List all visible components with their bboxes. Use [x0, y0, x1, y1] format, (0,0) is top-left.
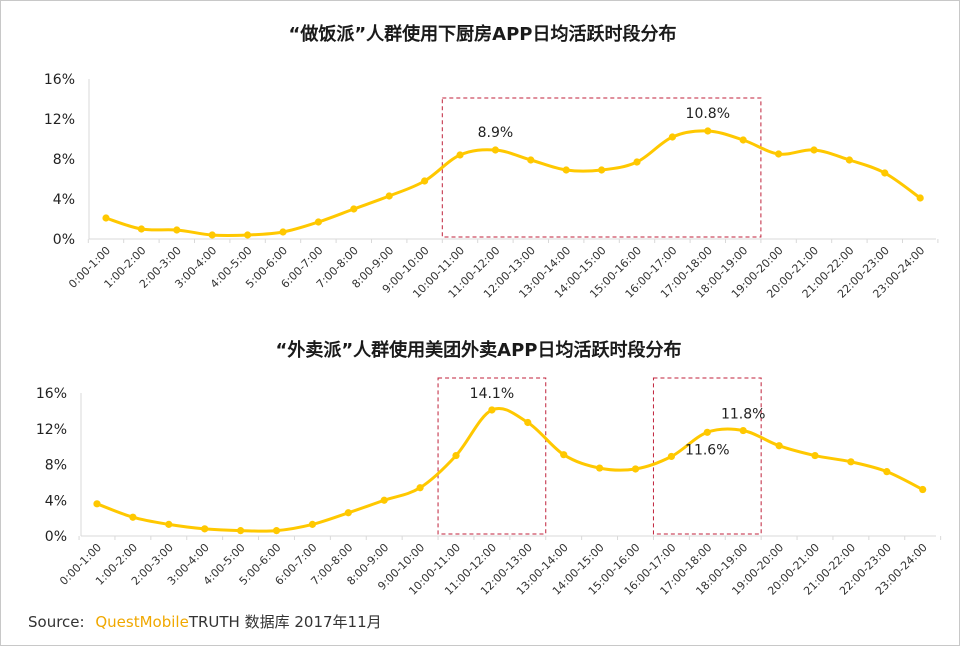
chart-title: “外卖派”人群使用美团外卖APP日均活跃时段分布: [276, 339, 682, 361]
data-point: [488, 406, 496, 414]
source-brand: QuestMobile: [95, 613, 189, 631]
data-point: [596, 464, 604, 472]
source-label: Source:: [28, 613, 85, 631]
data-point: [845, 156, 854, 164]
data-point: [421, 177, 429, 185]
data-point: [919, 485, 927, 494]
y-tick-label: 12%: [36, 422, 67, 438]
data-point: [279, 228, 287, 236]
highlight-box: [652, 377, 762, 535]
data-point: [129, 513, 137, 521]
data-point: [102, 214, 110, 222]
data-point: [739, 136, 747, 144]
source-note: Source: QuestMobileTRUTH 数据库 2017年11月: [28, 611, 382, 632]
data-label: 10.8%: [686, 106, 730, 122]
data-point: [416, 484, 424, 492]
data-point: [350, 205, 358, 213]
data-point: [314, 218, 322, 226]
data-point: [344, 509, 352, 517]
data-point: [562, 166, 570, 174]
data-point: [491, 146, 499, 154]
data-point: [560, 451, 568, 459]
source-database: TRUTH 数据库 2017年11月: [188, 613, 382, 631]
data-point: [173, 226, 181, 234]
data-point: [452, 451, 460, 460]
highlight-box: [441, 97, 762, 238]
chart-title: “做饭派”人群使用下厨房APP日均活跃时段分布: [289, 23, 677, 45]
data-point: [704, 127, 712, 135]
data-point: [237, 527, 245, 535]
data-point: [527, 156, 535, 164]
data-point: [633, 158, 641, 166]
data-point: [137, 225, 145, 233]
data-point: [598, 166, 606, 174]
data-point: [667, 452, 676, 461]
data-point: [244, 231, 252, 239]
data-point: [385, 192, 393, 200]
data-point: [631, 465, 640, 473]
data-point: [847, 458, 855, 466]
series-line: [96, 407, 924, 533]
highlight-box: [437, 377, 547, 535]
data-point: [201, 525, 209, 533]
data-point: [703, 428, 711, 436]
data-point: [93, 500, 101, 508]
data-point: [881, 169, 889, 177]
data-point: [165, 520, 173, 528]
y-tick-label: 12%: [44, 112, 75, 128]
chart-1: “做饭派”人群使用下厨房APP日均活跃时段分布0%4%8%12%16%0:00-…: [44, 23, 939, 301]
data-point: [308, 520, 316, 528]
data-point: [883, 468, 891, 476]
data-point: [739, 426, 747, 435]
y-tick-label: 0%: [53, 232, 75, 248]
y-tick-label: 4%: [53, 192, 75, 208]
data-point: [208, 231, 216, 239]
series-line: [105, 129, 922, 237]
data-label: 8.9%: [478, 125, 514, 141]
y-tick-label: 0%: [45, 529, 67, 545]
y-tick-label: 16%: [36, 386, 67, 402]
data-point: [668, 133, 677, 141]
data-point: [380, 496, 388, 504]
y-tick-label: 8%: [45, 458, 67, 474]
y-tick-label: 16%: [44, 72, 75, 88]
data-label: 14.1%: [470, 386, 514, 402]
data-label: 11.6%: [685, 442, 729, 458]
data-point: [811, 451, 819, 460]
data-point: [810, 146, 818, 154]
data-point: [775, 442, 783, 450]
y-tick-label: 4%: [45, 493, 67, 509]
chart-2: “外卖派”人群使用美团外卖APP日均活跃时段分布0%4%8%12%16%0:00…: [36, 339, 942, 598]
data-point: [916, 194, 924, 202]
data-point: [775, 150, 783, 158]
data-point: [272, 527, 281, 535]
data-point: [524, 418, 532, 427]
data-label: 11.8%: [721, 407, 765, 423]
data-point: [456, 151, 464, 159]
y-tick-label: 8%: [53, 152, 75, 168]
